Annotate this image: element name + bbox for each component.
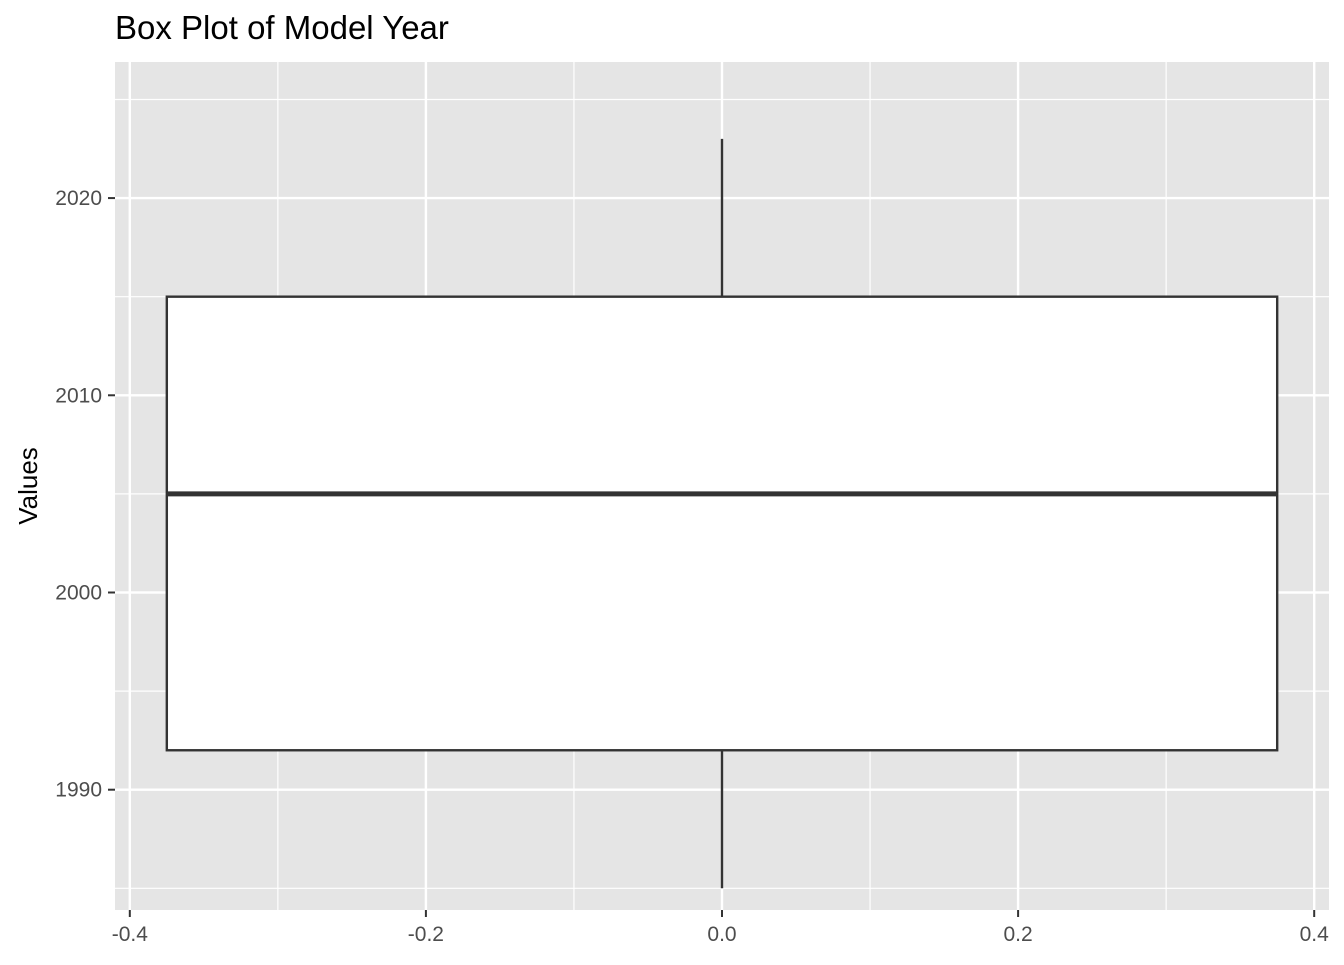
chart-title: Box Plot of Model Year [115,9,449,46]
x-axis: -0.4 -0.2 0.0 0.2 0.4 [112,910,1329,946]
x-tick-label: -0.2 [408,923,444,946]
box-plot-layer [165,138,1279,889]
y-axis: 1990 2000 2010 2020 [55,187,115,802]
y-axis-title: Values [13,447,43,525]
x-tick-label: 0.2 [1003,923,1032,946]
y-tick-label: 1990 [55,779,102,802]
x-tick-label: 0.4 [1300,923,1330,946]
x-tick-label: -0.4 [112,923,149,946]
interquartile-box [165,295,1279,752]
x-tick-label: 0.0 [707,923,736,946]
y-tick-label: 2010 [55,384,102,407]
y-tick-label: 2000 [55,581,102,604]
y-tick-label: 2020 [55,187,102,210]
